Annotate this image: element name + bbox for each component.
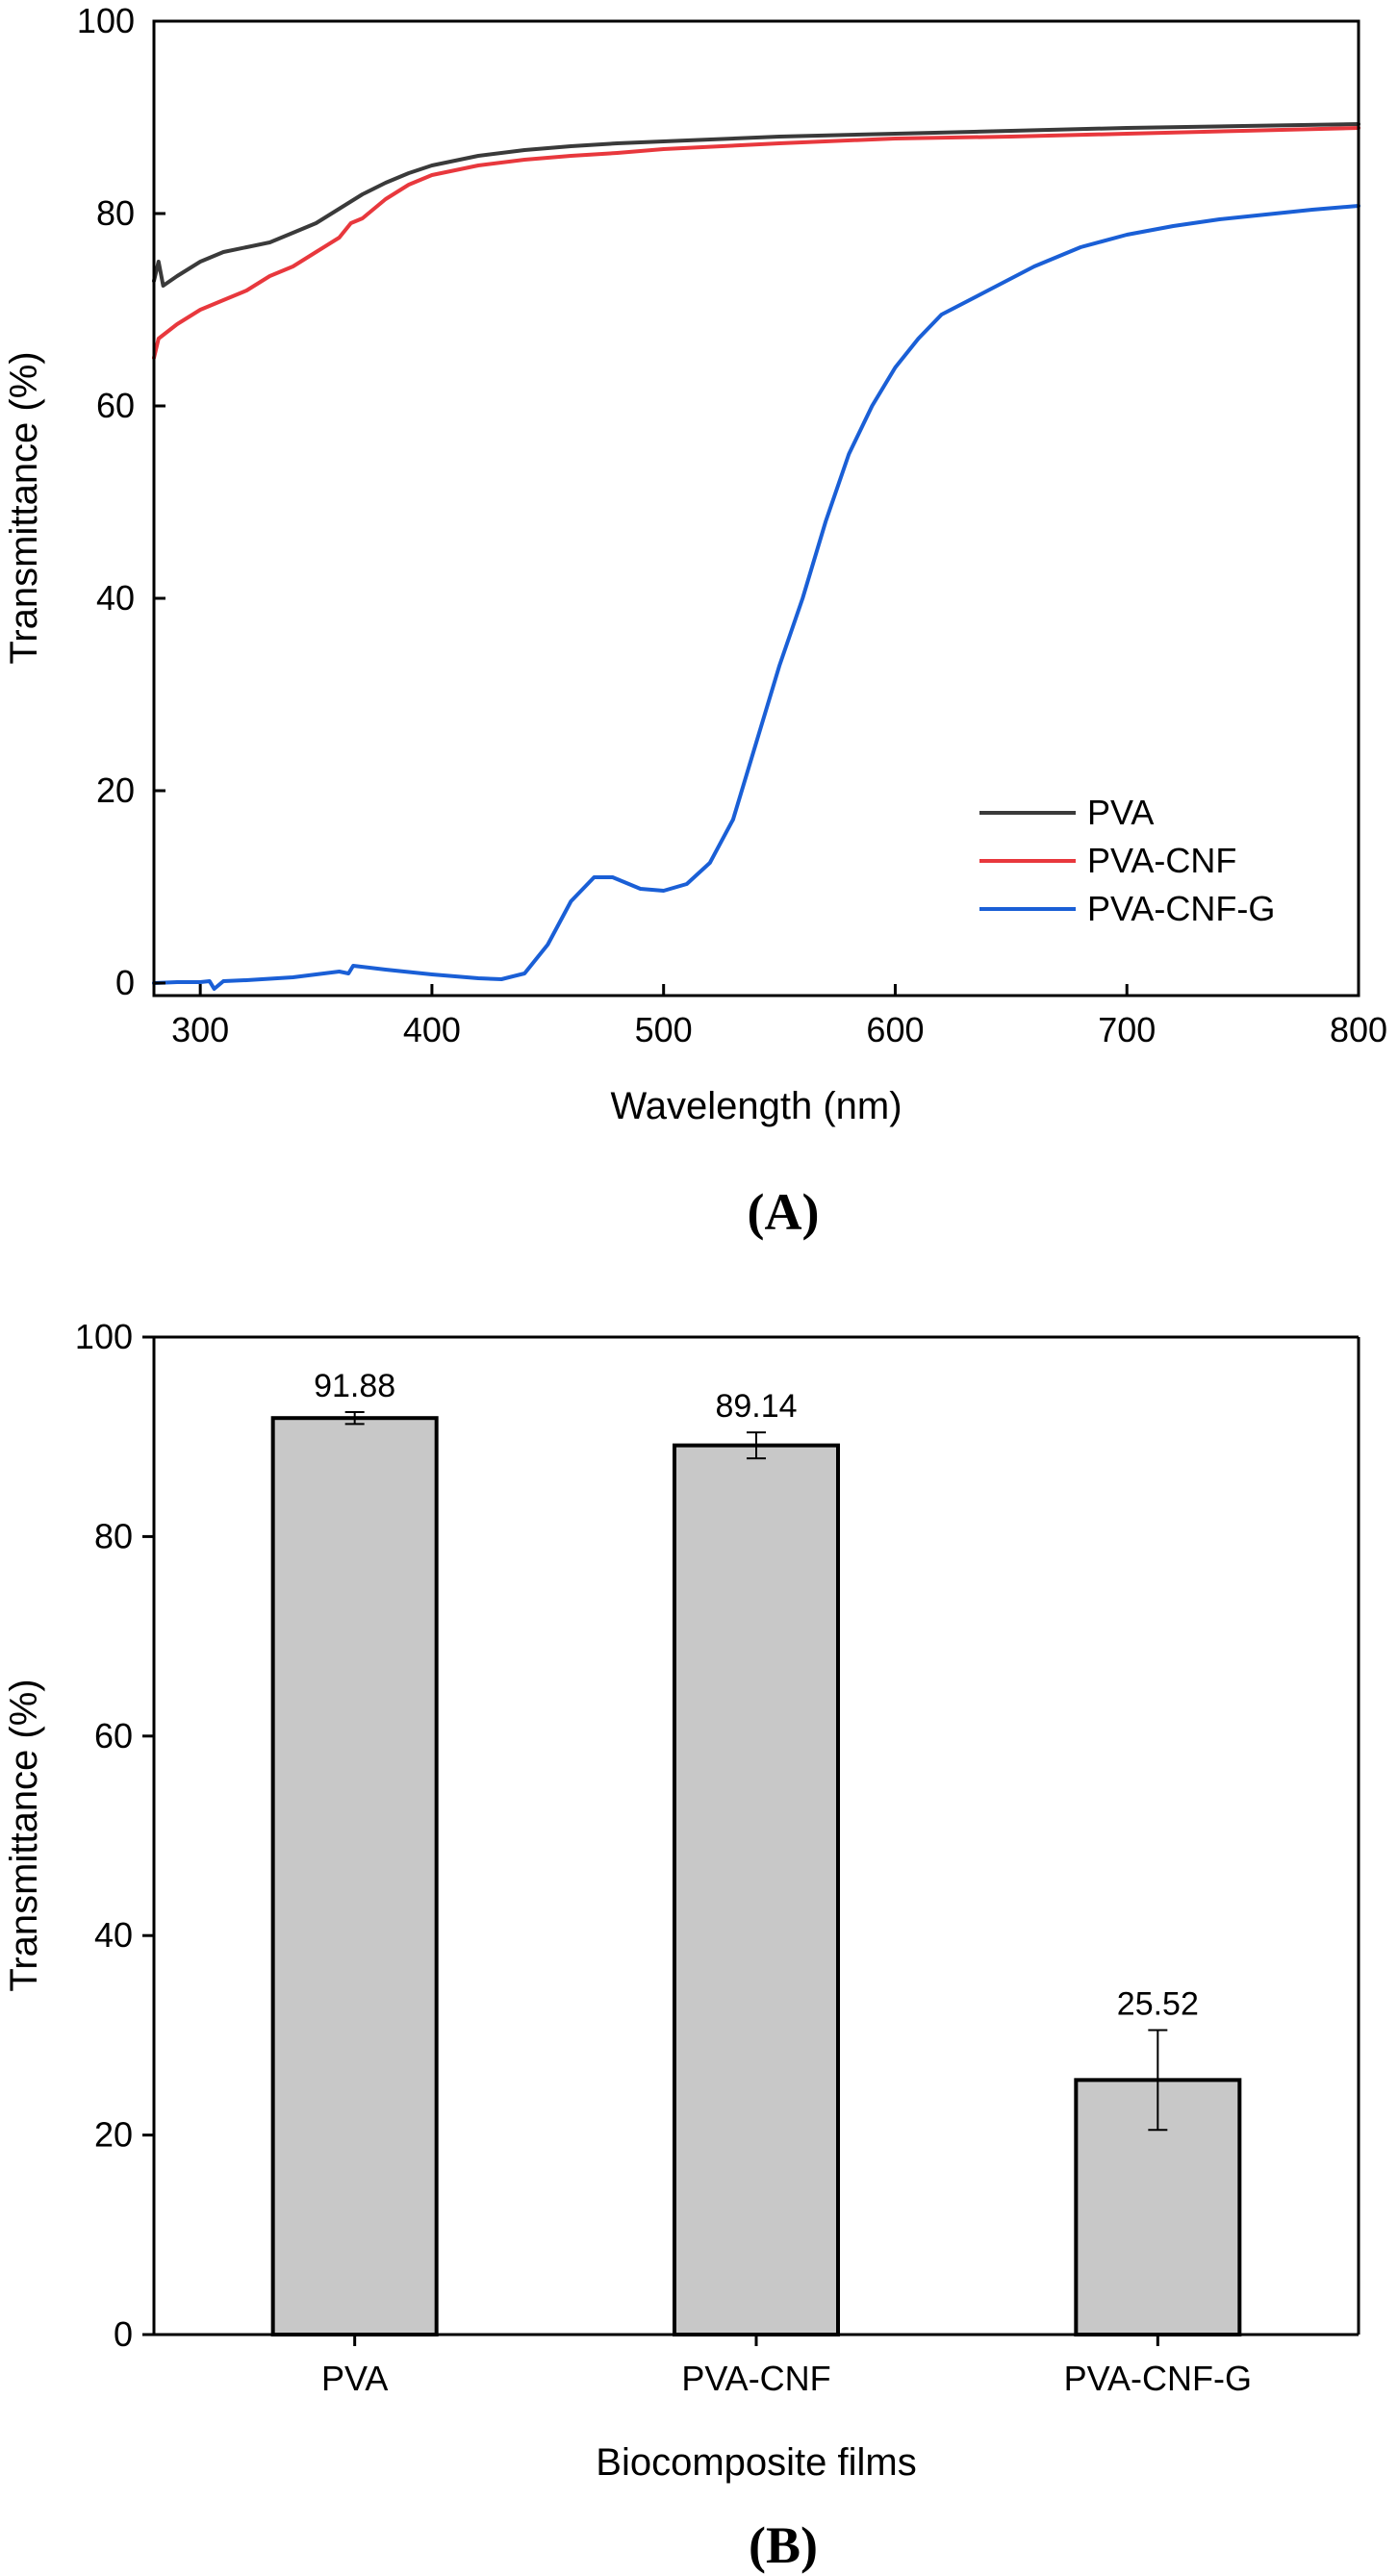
panel-a-plot-frame (152, 19, 1360, 998)
data-label-pva-cnf: 89.14 (715, 1388, 797, 1425)
x-tick-label: 800 (1330, 1010, 1387, 1049)
panel-b-bars-group: 91.88 89.14 25.52 (270, 1368, 1242, 2337)
panel-b-y-axis-title: Transmittance (%) (3, 1679, 45, 1991)
panel-a-x-axis-title: Wavelength (nm) (610, 1085, 902, 1127)
panel-a-label: (A) (748, 1183, 820, 1241)
x-tick-label-pva-cnf-g: PVA-CNF-G (1064, 2359, 1252, 2398)
x-tick-label-pva: PVA (321, 2359, 388, 2398)
y-tick-label: 80 (96, 193, 135, 233)
panel-b-y-ticks: 0 20 40 60 80 100 (75, 1317, 154, 2354)
legend-label-pva-cnf-g: PVA-CNF-G (1087, 889, 1275, 928)
panel-b-label: (B) (749, 2516, 818, 2574)
panel-a-y-axis-title: Transmittance (%) (3, 351, 45, 664)
panel-a-x-ticks: 300 400 500 600 700 800 (171, 984, 1387, 1049)
bar-pva-cnf (673, 1443, 840, 2336)
y-tick-label: 40 (96, 578, 135, 618)
y-tick-label: 20 (96, 770, 135, 810)
series-line-pva-cnf-g (152, 204, 1360, 991)
x-tick-label-pva-cnf: PVA-CNF (681, 2359, 830, 2398)
data-label-pva-cnf-g: 25.52 (1117, 1986, 1199, 2023)
y-tick-label: 0 (114, 2314, 133, 2354)
panel-a-line-chart: 0 20 40 60 80 100 300 400 500 600 700 800 Waveleng… (3, 1, 1387, 1241)
x-tick-label: 300 (171, 1010, 229, 1049)
x-tick-label: 400 (403, 1010, 461, 1049)
y-tick-label: 0 (115, 963, 135, 1002)
panel-a-legend: PVA PVA-CNF PVA-CNF-G (979, 793, 1275, 928)
legend-label-pva: PVA (1087, 793, 1154, 832)
x-tick-label: 700 (1098, 1010, 1156, 1049)
data-label-pva: 91.88 (314, 1368, 395, 1404)
y-tick-label: 60 (96, 386, 135, 425)
bar-pva (270, 1416, 439, 2336)
panel-b-x-ticks: PVA PVA-CNF PVA-CNF-G (321, 2335, 1252, 2398)
y-tick-label: 80 (94, 1516, 133, 1555)
y-tick-label: 100 (77, 1, 135, 40)
panel-a-series-group (152, 122, 1360, 991)
x-tick-label: 600 (866, 1010, 924, 1049)
series-line-pva-cnf (152, 126, 1360, 360)
series-line-pva (152, 122, 1360, 288)
panel-b-x-axis-title: Biocomposite films (596, 2441, 916, 2484)
y-tick-label: 60 (94, 1716, 133, 1755)
y-tick-label: 100 (75, 1317, 133, 1356)
y-tick-label: 40 (94, 1915, 133, 1955)
legend-label-pva-cnf: PVA-CNF (1087, 841, 1236, 880)
x-tick-label: 500 (635, 1010, 693, 1049)
y-tick-label: 20 (94, 2115, 133, 2155)
panel-a-y-ticks: 0 20 40 60 80 100 (77, 1, 165, 1002)
